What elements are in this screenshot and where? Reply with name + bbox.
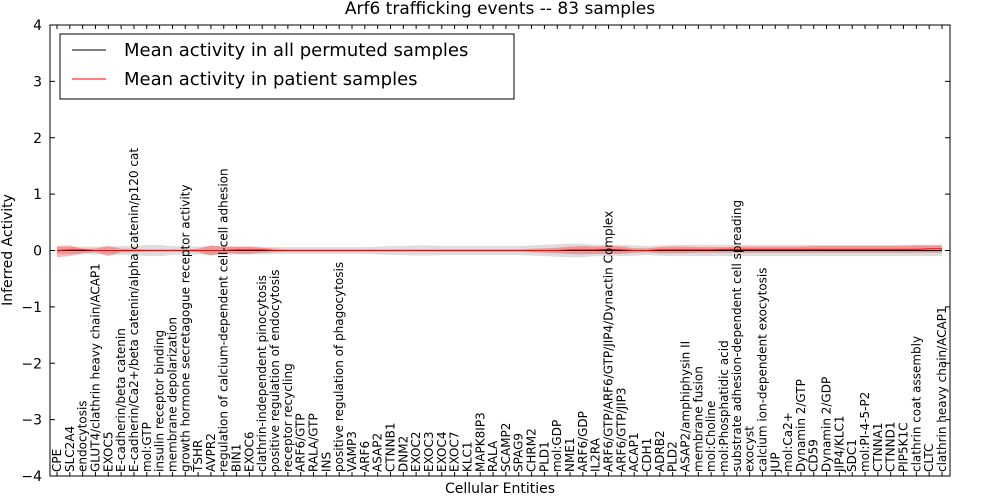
category-label: EXOC3 <box>422 432 436 473</box>
category-label: E-cadherin/Ca2+/beta catenin/alpha caten… <box>127 148 141 472</box>
category-label: EXOC5 <box>101 432 115 473</box>
category-label: membrane fusion <box>691 366 705 472</box>
category-label: ARF6/GDP <box>576 411 590 472</box>
category-label: CD59 <box>807 439 821 472</box>
category-label: Dynamin 2/GDP <box>820 377 834 472</box>
category-label: clathrin coat assembly <box>909 336 923 472</box>
category-label: MAPK8IP3 <box>473 412 487 472</box>
category-label: CHRM2 <box>525 428 539 472</box>
category-label: ASAP2 <box>371 433 385 472</box>
chart-title: Arf6 trafficking events -- 83 samples <box>345 0 655 19</box>
category-label: substrate adhesion-dependent cell spread… <box>730 200 744 472</box>
category-label: calcium ion-dependent exocytosis <box>755 268 769 473</box>
y-tick-label: −3 <box>21 413 42 429</box>
legend: Mean activity in all permuted samples Me… <box>59 33 515 100</box>
y-axis-label: Inferred Activity <box>0 194 16 306</box>
y-tick-label: −1 <box>21 300 42 316</box>
category-label: CPE <box>50 449 64 472</box>
category-label: mol:GDP <box>550 420 564 472</box>
legend-label-patient: Mean activity in patient samples <box>124 69 418 90</box>
y-tick-label: −4 <box>21 469 42 485</box>
category-label: INS <box>319 452 333 472</box>
category-label: RALA <box>486 440 500 472</box>
category-label: clathrin heavy chain/ACAP1 <box>935 306 949 472</box>
category-label: growth hormone secretagogue receptor act… <box>178 185 192 472</box>
band-series-1 <box>57 245 942 258</box>
category-label: ASAP2/amphiphysin II <box>679 341 693 472</box>
category-label: Dynamin 2/GTP <box>794 379 808 472</box>
category-label: VAMP3 <box>345 431 359 472</box>
y-tick-label: 4 <box>33 18 42 34</box>
category-label: EXOC6 <box>242 432 256 473</box>
category-label: receptor recycling <box>281 363 295 472</box>
category-label: mol:Choline <box>704 401 718 472</box>
category-label: mol:Phosphatidic acid <box>717 340 731 472</box>
category-label: DNM2 <box>396 436 410 472</box>
category-label: SLC2A4 <box>63 426 77 472</box>
series-lines <box>56 248 942 251</box>
category-label: endocytosis <box>76 400 90 472</box>
category-label: RALA/GTP <box>307 413 321 472</box>
y-tick-label: 3 <box>33 74 42 90</box>
category-label: PLD1 <box>537 441 551 472</box>
category-label: IL2RA <box>589 437 603 472</box>
category-label: EXOC4 <box>435 432 449 473</box>
category-label: CTNNB1 <box>384 422 398 472</box>
category-label: ADRB2 <box>653 430 667 472</box>
category-label: JUP <box>768 452 782 473</box>
category-label: GLUT4/clathrin heavy chain/ACAP1 <box>89 263 103 472</box>
category-label: EXOC7 <box>448 432 462 473</box>
category-label: ARF6 <box>358 441 372 472</box>
category-label: CTNNA1 <box>871 422 885 472</box>
y-tick-label: 0 <box>33 244 42 260</box>
x-axis-label: Cellular Entities <box>445 481 555 497</box>
legend-frame <box>59 33 515 100</box>
category-label: AVPR2 <box>204 433 218 472</box>
y-tick-label: 1 <box>33 187 42 203</box>
category-label: membrane depolarization <box>165 317 179 472</box>
category-label: PIP5K1C <box>897 422 911 472</box>
category-label: positive regulation of endocytosis <box>268 269 282 472</box>
category-label: clathrin-independent pinocytosis <box>255 275 269 472</box>
category-label: JIP4/KLC1 <box>832 415 846 473</box>
category-label: EXOC2 <box>409 432 423 473</box>
y-tick-label: −2 <box>21 356 42 372</box>
category-label: regulation of calcium-dependent cell-cel… <box>217 168 231 472</box>
category-label: mol:PI-4-5-P2 <box>858 392 872 472</box>
category-label: mol:GTP <box>140 422 154 472</box>
category-label: ACAP1 <box>627 433 641 472</box>
category-label: SPAG9 <box>512 433 526 472</box>
x-axis <box>56 25 943 476</box>
category-label: ARF6/GTP/ARF6/GTP/JIP4/Dynactin Complex <box>602 211 616 472</box>
category-label: positive regulation of phagocytosis <box>332 262 346 472</box>
category-label: CTNND1 <box>884 421 898 472</box>
category-label: ARF6/GTP/JIP3 <box>614 387 628 472</box>
category-label: BIN1 <box>230 444 244 472</box>
line-series-1 <box>56 248 942 251</box>
category-label: ARF6/GTP <box>294 413 308 472</box>
category-label: KLC1 <box>460 441 474 472</box>
y-axis: −4 −3 −2 −1 0 1 2 3 4 <box>21 18 950 485</box>
category-label: TSHR <box>191 440 205 473</box>
category-label: PLD2 <box>666 441 680 472</box>
category-label: E-cadherin/beta catenin <box>114 328 128 472</box>
category-label: insulin receptor binding <box>153 330 167 472</box>
y-tick-label: 2 <box>33 131 42 147</box>
category-label: mol:Ca2+ <box>781 412 795 472</box>
category-label: CDH1 <box>640 438 654 472</box>
legend-label-permuted: Mean activity in all permuted samples <box>124 40 468 61</box>
category-label: SDC1 <box>845 439 859 472</box>
category-label: NME1 <box>563 437 577 472</box>
category-label: exocyst <box>743 426 757 472</box>
category-label: CLTC <box>922 444 936 472</box>
category-label: SCAMP2 <box>499 423 513 472</box>
